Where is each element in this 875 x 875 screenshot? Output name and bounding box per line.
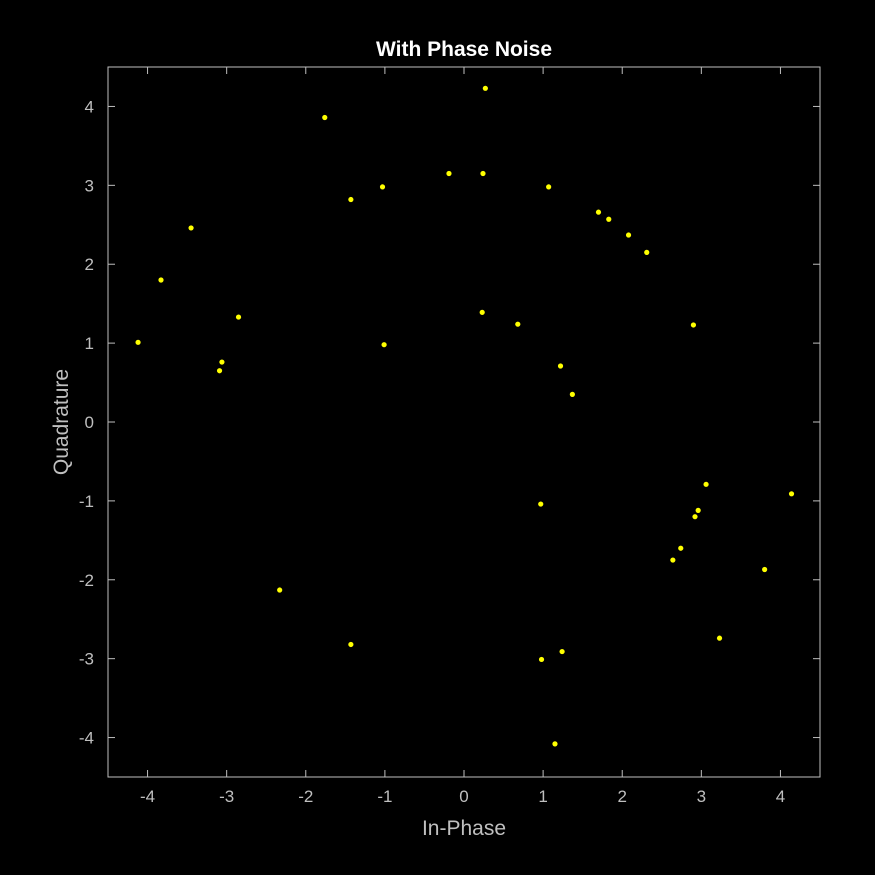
data-point <box>348 196 354 203</box>
x-tick-label: 1 <box>538 787 547 806</box>
data-point <box>322 114 328 121</box>
data-point <box>515 321 521 327</box>
chart-title: With Phase Noise <box>376 38 552 61</box>
data-point <box>479 309 485 315</box>
data-point <box>188 225 194 231</box>
y-tick-label: 3 <box>85 176 94 195</box>
data-point <box>692 514 698 520</box>
data-point <box>135 339 141 345</box>
data-point <box>379 184 386 190</box>
data-point <box>559 648 565 655</box>
data-point <box>480 170 486 177</box>
data-point <box>557 363 564 369</box>
data-point <box>277 587 283 593</box>
data-point <box>678 545 684 551</box>
axis-ticks: -4 -3 -2 -1 0 1 2 3 4 -4 -3 -2 -1 0 1 2 3 4 <box>79 67 820 806</box>
data-point <box>219 359 225 365</box>
y-axis-label: Quadrature <box>50 369 73 475</box>
data-point <box>569 391 575 397</box>
data-point <box>546 184 552 190</box>
x-tick-label: 2 <box>617 787 626 806</box>
y-tick-label: -4 <box>79 729 94 748</box>
data-point <box>716 635 723 641</box>
y-tick-label: 2 <box>85 255 94 274</box>
data-point <box>538 501 544 507</box>
data-point <box>482 85 488 91</box>
plot-area <box>107 66 821 778</box>
data-point <box>216 368 223 374</box>
data-point <box>595 209 602 215</box>
data-point <box>690 322 697 328</box>
data-point <box>381 342 387 348</box>
data-points <box>135 85 795 747</box>
data-point <box>762 566 768 573</box>
data-point <box>670 557 676 563</box>
y-tick-label: 0 <box>85 413 94 432</box>
data-point <box>644 249 650 255</box>
y-tick-label: -1 <box>79 492 94 511</box>
x-tick-label: -1 <box>377 787 392 806</box>
data-point <box>788 491 795 497</box>
data-point <box>538 656 545 663</box>
y-tick-label: -2 <box>79 571 94 590</box>
data-point <box>235 314 242 320</box>
data-point <box>703 481 709 487</box>
data-point <box>552 741 558 747</box>
data-point <box>695 507 701 513</box>
x-tick-label: -2 <box>298 787 313 806</box>
data-point <box>158 277 164 283</box>
y-tick-label: 1 <box>85 334 94 353</box>
y-tick-label: 4 <box>85 97 94 116</box>
x-tick-label: 0 <box>459 787 468 806</box>
x-tick-label: -4 <box>140 787 155 806</box>
y-tick-label: -3 <box>79 650 94 669</box>
data-point <box>348 641 354 648</box>
x-tick-label: -3 <box>219 787 234 806</box>
x-axis-label: In-Phase <box>422 817 506 840</box>
x-tick-label: 4 <box>776 787 785 806</box>
data-point <box>606 216 612 222</box>
data-point <box>625 232 632 238</box>
data-point <box>446 170 452 177</box>
x-tick-label: 3 <box>697 787 706 806</box>
